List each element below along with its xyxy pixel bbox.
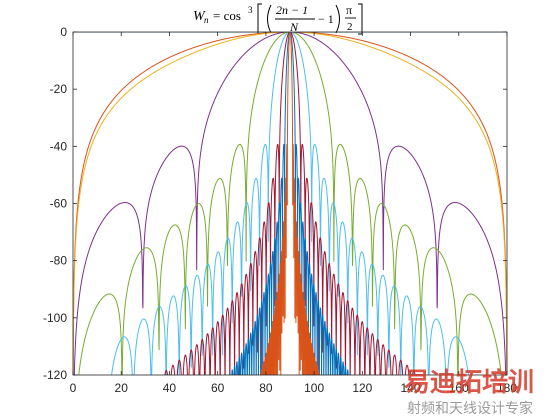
x-tick-label: 180 [497,381,517,395]
title-numerator: 2n − 1 [276,3,308,17]
x-tick-label: 20 [115,381,129,395]
y-tick-label: -100 [43,311,67,325]
y-tick-label: -40 [50,139,68,153]
title-exponent: 3 [248,5,253,15]
series-line-n8 [73,32,507,375]
tick-layer: 0 20 40 60 80 100 120 140 160 180 0 -20 -40 -60 -80 -10… [43,25,517,395]
title-equals-cos: = cos [213,8,241,23]
series-line-n4 [73,32,507,375]
series-layer [73,32,507,375]
chart-title: W n = cos 3 2n − 1 N − 1 π 2 [193,3,363,35]
y-tick-label: 0 [60,25,67,39]
y-tick-label: -60 [50,197,68,211]
series-line-n16 [78,32,502,375]
y-tick-label: -20 [50,82,68,96]
title-paren-left [267,4,272,34]
title-lhs: W [193,9,206,24]
x-tick-label: 60 [211,381,225,395]
watermark-big-text: 易迪拓培训 [404,368,534,398]
title-two: 2 [347,21,353,33]
series-line-n2 [73,32,507,375]
title-denominator: N [289,20,299,34]
x-tick-label: 100 [304,381,324,395]
x-tick-label: 80 [259,381,273,395]
title-paren-right [335,4,340,34]
x-tick-label: 160 [449,381,469,395]
title-pi: π [346,3,352,17]
y-tick-label: -120 [43,368,67,382]
title-lhs-subscript: n [204,15,209,25]
x-tick-label: 0 [70,381,77,395]
series-line-n32 [111,32,469,375]
x-tick-label: 40 [163,381,177,395]
title-bracket-right [358,3,363,35]
watermark-logo: 易迪拓培训 射频和天线设计专家 [404,368,534,417]
watermark-small-text: 射频和天线设计专家 [407,400,533,417]
x-tick-label: 140 [401,381,421,395]
x-tick-label: 120 [352,381,372,395]
title-minus-one: − 1 [318,12,334,26]
y-tick-label: -80 [50,254,68,268]
